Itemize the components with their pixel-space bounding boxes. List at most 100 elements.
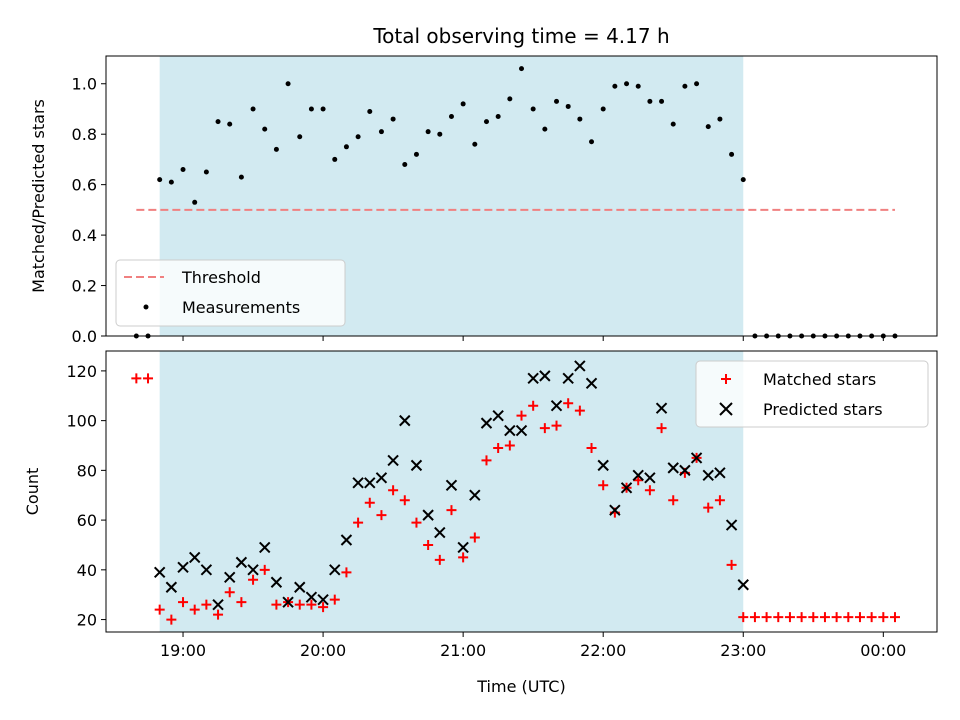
matched-point	[469, 532, 480, 543]
bottom-legend: Matched stars Predicted stars	[695, 360, 929, 428]
predicted-point	[539, 370, 551, 382]
y-tick-label: 120	[66, 362, 97, 381]
predicted-point	[235, 556, 248, 569]
matched-point	[539, 423, 550, 434]
matched-point	[598, 480, 609, 491]
matched-point	[773, 612, 784, 623]
matched-point	[796, 612, 807, 623]
predicted-point	[364, 477, 376, 489]
legend-plus-mark	[721, 374, 731, 384]
measurement-point	[705, 124, 711, 130]
measurement-point	[612, 83, 618, 89]
measurement-point	[589, 139, 595, 145]
measurement-point	[285, 81, 291, 87]
predicted-point	[667, 462, 679, 474]
predicted-point	[434, 526, 446, 539]
bottom-observing-window	[159, 351, 744, 632]
measurement-point	[332, 156, 338, 162]
legend-matched-label: Matched stars	[763, 370, 876, 389]
matched-point	[399, 495, 410, 506]
predicted-point	[200, 564, 213, 576]
matched-point	[668, 495, 679, 506]
matched-point	[259, 564, 270, 575]
matched-point	[166, 614, 177, 625]
matched-point	[154, 604, 165, 615]
bottom-x-ticks: 19:00 20:00 21:00 22:00 23:00 00:00	[160, 632, 906, 660]
measurement-point	[659, 98, 665, 104]
predicted-point	[702, 469, 714, 482]
y-tick-label: 0.0	[72, 327, 97, 346]
measurement-point	[297, 134, 303, 140]
measurement-point	[519, 66, 524, 72]
legend-threshold-label: Threshold	[181, 268, 261, 287]
matched-point	[143, 373, 154, 384]
predicted-point	[270, 576, 283, 588]
matched-point	[726, 559, 737, 570]
predicted-point	[399, 414, 411, 427]
predicted-point	[737, 579, 749, 591]
measurement-point	[694, 81, 700, 87]
predicted-point	[282, 596, 294, 608]
matched-point	[843, 612, 854, 623]
bottom-legend-box	[695, 360, 929, 428]
matched-point	[341, 567, 352, 578]
predicted-point	[655, 402, 668, 414]
measurement-point	[495, 114, 501, 120]
matched-point	[493, 442, 504, 453]
measurement-point	[215, 119, 221, 125]
matched-point	[889, 612, 900, 623]
top-legend-box	[115, 259, 346, 327]
predicted-point	[644, 472, 656, 484]
predicted-point	[690, 452, 703, 464]
bottom-panel: 20 40 60 80 100 120 19:00 20:00 21:00 22:00 23:00…	[23, 350, 938, 696]
matched-point	[376, 510, 387, 521]
predicted-point	[585, 377, 598, 390]
y-tick-label: 0.8	[72, 125, 97, 144]
matched-point	[294, 599, 305, 610]
matched-point	[819, 612, 830, 623]
matched-point	[434, 554, 445, 565]
matched-point	[831, 612, 842, 623]
x-tick-label: 21:00	[440, 641, 486, 660]
matched-point	[528, 400, 539, 411]
predicted-point	[609, 504, 621, 516]
matched-point	[329, 594, 340, 605]
measurement-point	[635, 83, 641, 89]
measurement-point	[483, 119, 489, 125]
measurement-point	[343, 144, 349, 150]
measurement-point	[530, 106, 536, 112]
measurement-point	[670, 121, 676, 127]
y-tick-label: 60	[77, 511, 97, 530]
matched-point	[364, 497, 375, 508]
predicted-point	[317, 593, 329, 606]
matched-point	[563, 398, 574, 409]
matched-point	[703, 502, 714, 513]
matched-point	[318, 602, 329, 613]
predicted-point	[305, 591, 318, 603]
matched-point	[353, 517, 364, 528]
bottom-axes-frame	[105, 350, 938, 633]
predicted-point	[294, 581, 306, 593]
predicted-point	[410, 459, 423, 472]
matched-point	[504, 440, 515, 451]
measurement-point	[378, 129, 384, 135]
top-axes-frame	[105, 55, 938, 337]
predicted-point	[562, 372, 574, 385]
x-tick-label: 00:00	[860, 641, 906, 660]
y-tick-label: 0.4	[72, 226, 97, 245]
predicted-point	[620, 482, 633, 494]
legend-predicted-label: Predicted stars	[763, 400, 883, 419]
predicted-point	[632, 469, 644, 482]
matched-point	[423, 539, 434, 550]
top-chart-title: Total observing time = 4.17 h	[372, 24, 669, 48]
y-tick-label: 0.6	[72, 176, 97, 195]
predicted-point	[445, 479, 458, 491]
measurement-point	[273, 146, 279, 152]
measurement-point	[308, 106, 314, 112]
measurement-point	[168, 179, 174, 185]
measurement-point	[647, 98, 653, 104]
predicted-point	[504, 424, 516, 437]
measurement-point	[717, 116, 723, 122]
measurement-point	[203, 169, 209, 175]
bottom-y-axis-label: Count	[23, 468, 42, 516]
